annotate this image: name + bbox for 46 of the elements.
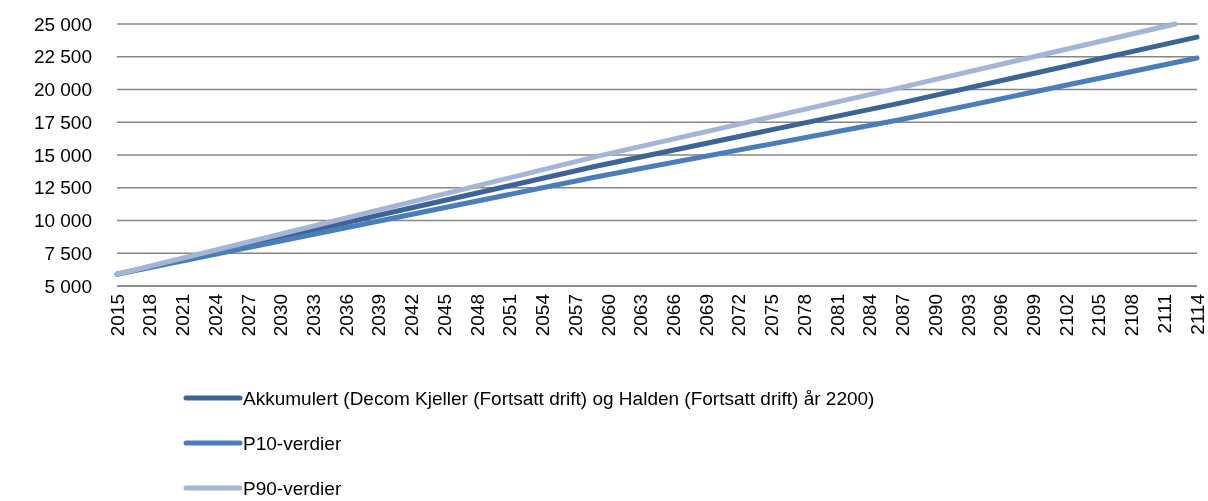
x-tick-label: 2054: [532, 293, 554, 337]
x-tick-label: 2024: [204, 293, 226, 337]
x-tick-label: 2093: [957, 294, 979, 337]
y-tick-label: 25 000: [33, 13, 92, 35]
x-tick-label: 2036: [335, 294, 357, 337]
x-tick-label: 2018: [139, 294, 161, 337]
y-tick-label: 22 500: [33, 46, 92, 68]
x-tick-label: 2069: [695, 294, 717, 337]
x-tick-label: 2078: [793, 294, 815, 337]
x-tick-label: 2066: [663, 294, 685, 337]
x-tick-label: 2099: [1023, 294, 1045, 337]
x-tick-label: 2084: [859, 293, 881, 337]
x-tick-label: 2063: [630, 294, 652, 337]
legend-label: Akkumulert (Decom Kjeller (Fortsatt drift) og Halden (Fortsatt drift) år 2200): [243, 387, 875, 409]
x-tick-label: 2048: [466, 294, 488, 337]
x-tick-label: 2042: [401, 294, 423, 337]
x-tick-label: 2072: [728, 294, 750, 337]
y-tick-label: 5 000: [44, 275, 92, 297]
x-tick-label: 2027: [237, 294, 259, 337]
x-tick-label: 2030: [270, 294, 292, 337]
x-tick-label: 2090: [924, 294, 946, 337]
y-tick-label: 17 500: [33, 111, 92, 133]
x-tick-label: 2114: [1186, 293, 1208, 335]
y-tick-label: 10 000: [33, 210, 92, 232]
legend-label: P10-verdier: [243, 432, 342, 454]
x-tick-label: 2096: [990, 294, 1012, 337]
x-tick-label: 2075: [761, 294, 783, 337]
x-tick-label: 2081: [826, 294, 848, 337]
x-tick-label: 2087: [892, 294, 914, 337]
y-tick-label: 15 000: [33, 144, 92, 166]
x-tick-label: 2051: [499, 294, 521, 337]
x-tick-label: 2108: [1121, 294, 1143, 337]
x-tick-label: 2045: [433, 294, 455, 337]
legend-label: P90-verdier: [243, 477, 342, 499]
x-tick-label: 2033: [303, 294, 325, 337]
x-tick-label: 2039: [368, 294, 390, 337]
x-tick-label: 2102: [1055, 294, 1077, 337]
x-tick-label: 2057: [564, 294, 586, 337]
x-tick-label: 2111: [1153, 294, 1175, 334]
x-tick-label: 2015: [106, 294, 128, 337]
x-tick-label: 2021: [172, 294, 194, 337]
y-tick-label: 12 500: [33, 177, 92, 199]
x-tick-label: 2060: [597, 294, 619, 337]
y-tick-label: 20 000: [33, 79, 92, 101]
y-tick-label: 7 500: [44, 242, 92, 264]
x-tick-label: 2105: [1088, 294, 1110, 337]
